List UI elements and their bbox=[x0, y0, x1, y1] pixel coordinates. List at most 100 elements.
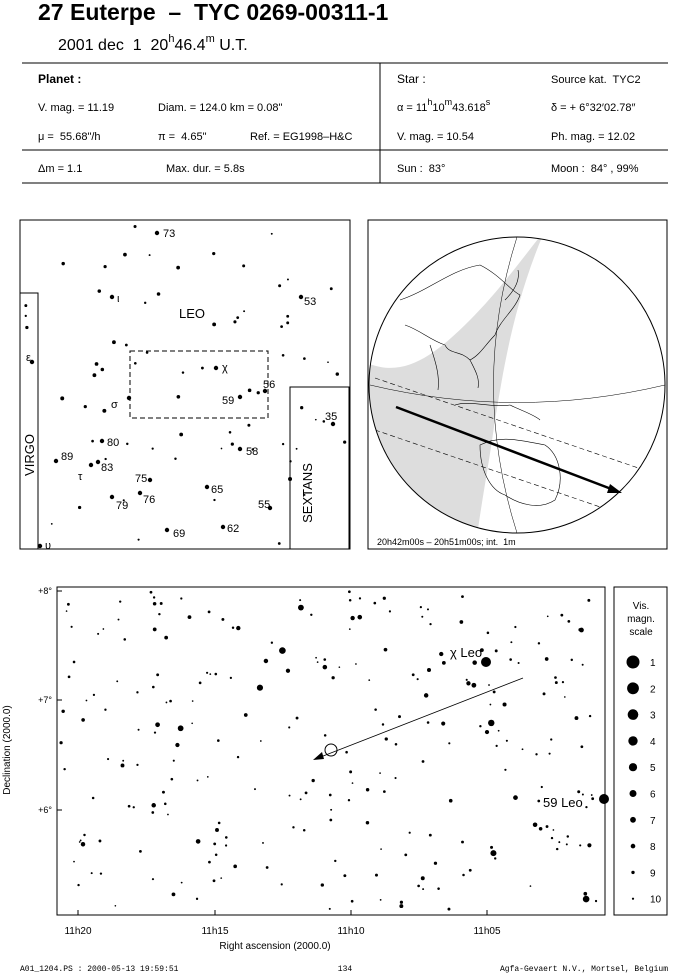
star bbox=[421, 615, 424, 618]
star bbox=[358, 597, 362, 600]
star bbox=[263, 658, 269, 664]
moon: Moon : 84° , 99% bbox=[551, 163, 639, 175]
star bbox=[546, 615, 549, 618]
star bbox=[136, 691, 139, 694]
star bbox=[224, 836, 228, 839]
star bbox=[213, 498, 216, 502]
star bbox=[236, 625, 241, 631]
star bbox=[426, 721, 430, 724]
star bbox=[490, 845, 494, 849]
star bbox=[78, 841, 81, 843]
star bbox=[578, 628, 582, 632]
star bbox=[437, 887, 440, 890]
star bbox=[448, 798, 453, 803]
star bbox=[198, 681, 202, 685]
star bbox=[37, 543, 43, 549]
alpha-text: 10 bbox=[432, 102, 444, 114]
star bbox=[489, 703, 492, 706]
star bbox=[237, 394, 243, 400]
star bbox=[213, 365, 219, 371]
star bbox=[416, 678, 419, 681]
star bbox=[472, 660, 477, 665]
constellation-label: VIRGO bbox=[22, 434, 37, 476]
chi-leo bbox=[481, 657, 491, 667]
star bbox=[154, 230, 160, 236]
star bbox=[151, 803, 156, 808]
star bbox=[213, 842, 217, 846]
star bbox=[161, 790, 165, 794]
star bbox=[212, 251, 216, 256]
star bbox=[60, 396, 65, 401]
star bbox=[176, 394, 181, 399]
star bbox=[328, 793, 332, 797]
scale-dot bbox=[631, 870, 635, 875]
star-vmag: V. mag. = 10.54 bbox=[397, 131, 474, 143]
star bbox=[220, 524, 226, 530]
star-label: 55 bbox=[258, 499, 270, 511]
star bbox=[212, 322, 217, 327]
globe-frame bbox=[367, 219, 668, 550]
star bbox=[577, 790, 581, 794]
star bbox=[384, 737, 388, 741]
star bbox=[50, 522, 53, 525]
star bbox=[311, 778, 315, 783]
star bbox=[461, 840, 464, 844]
star bbox=[265, 866, 269, 869]
x-tick-label: 11h10 bbox=[337, 926, 365, 937]
star-label: 75 bbox=[135, 473, 147, 485]
star bbox=[548, 752, 551, 755]
star bbox=[428, 833, 432, 837]
star bbox=[281, 353, 285, 357]
star-label: 59 bbox=[222, 395, 234, 407]
star bbox=[277, 542, 281, 545]
scale-label: 5 bbox=[650, 763, 656, 774]
star bbox=[94, 362, 99, 366]
star bbox=[448, 742, 451, 745]
star bbox=[206, 776, 209, 778]
star bbox=[538, 827, 543, 831]
star bbox=[343, 440, 347, 444]
star bbox=[504, 768, 507, 771]
star bbox=[195, 839, 201, 844]
star-label: 56 bbox=[263, 379, 275, 391]
star bbox=[331, 676, 335, 680]
star bbox=[151, 878, 155, 881]
star bbox=[85, 699, 88, 702]
finder-chart: LEO VIRGO SEXTANS 73 ι 53 χ 56 σ 59 35 80 89 58 τ 83 75 6… bbox=[19, 219, 351, 552]
star bbox=[123, 252, 127, 257]
star bbox=[99, 872, 103, 875]
star bbox=[153, 731, 157, 734]
star bbox=[542, 692, 546, 696]
star bbox=[262, 388, 268, 394]
star bbox=[280, 883, 283, 886]
star bbox=[421, 760, 425, 763]
star bbox=[426, 608, 430, 611]
star bbox=[174, 457, 177, 460]
scale-label: 3 bbox=[650, 711, 656, 722]
star bbox=[514, 625, 517, 629]
star bbox=[350, 899, 354, 903]
star bbox=[119, 600, 122, 603]
star bbox=[214, 672, 218, 676]
star bbox=[286, 314, 290, 318]
star bbox=[509, 658, 512, 661]
star bbox=[427, 668, 432, 673]
star bbox=[122, 499, 125, 502]
star bbox=[231, 626, 235, 630]
star bbox=[187, 615, 192, 620]
graticule bbox=[369, 237, 665, 533]
star bbox=[517, 662, 520, 665]
star bbox=[229, 676, 233, 680]
star bbox=[79, 839, 82, 842]
star bbox=[156, 673, 160, 677]
star bbox=[180, 597, 183, 600]
star bbox=[204, 484, 210, 490]
star bbox=[348, 598, 352, 602]
scale-dot bbox=[629, 790, 637, 797]
star bbox=[83, 833, 86, 837]
star bbox=[126, 395, 132, 401]
star-label: Star : bbox=[397, 72, 426, 86]
star bbox=[315, 656, 317, 659]
star bbox=[368, 679, 371, 681]
